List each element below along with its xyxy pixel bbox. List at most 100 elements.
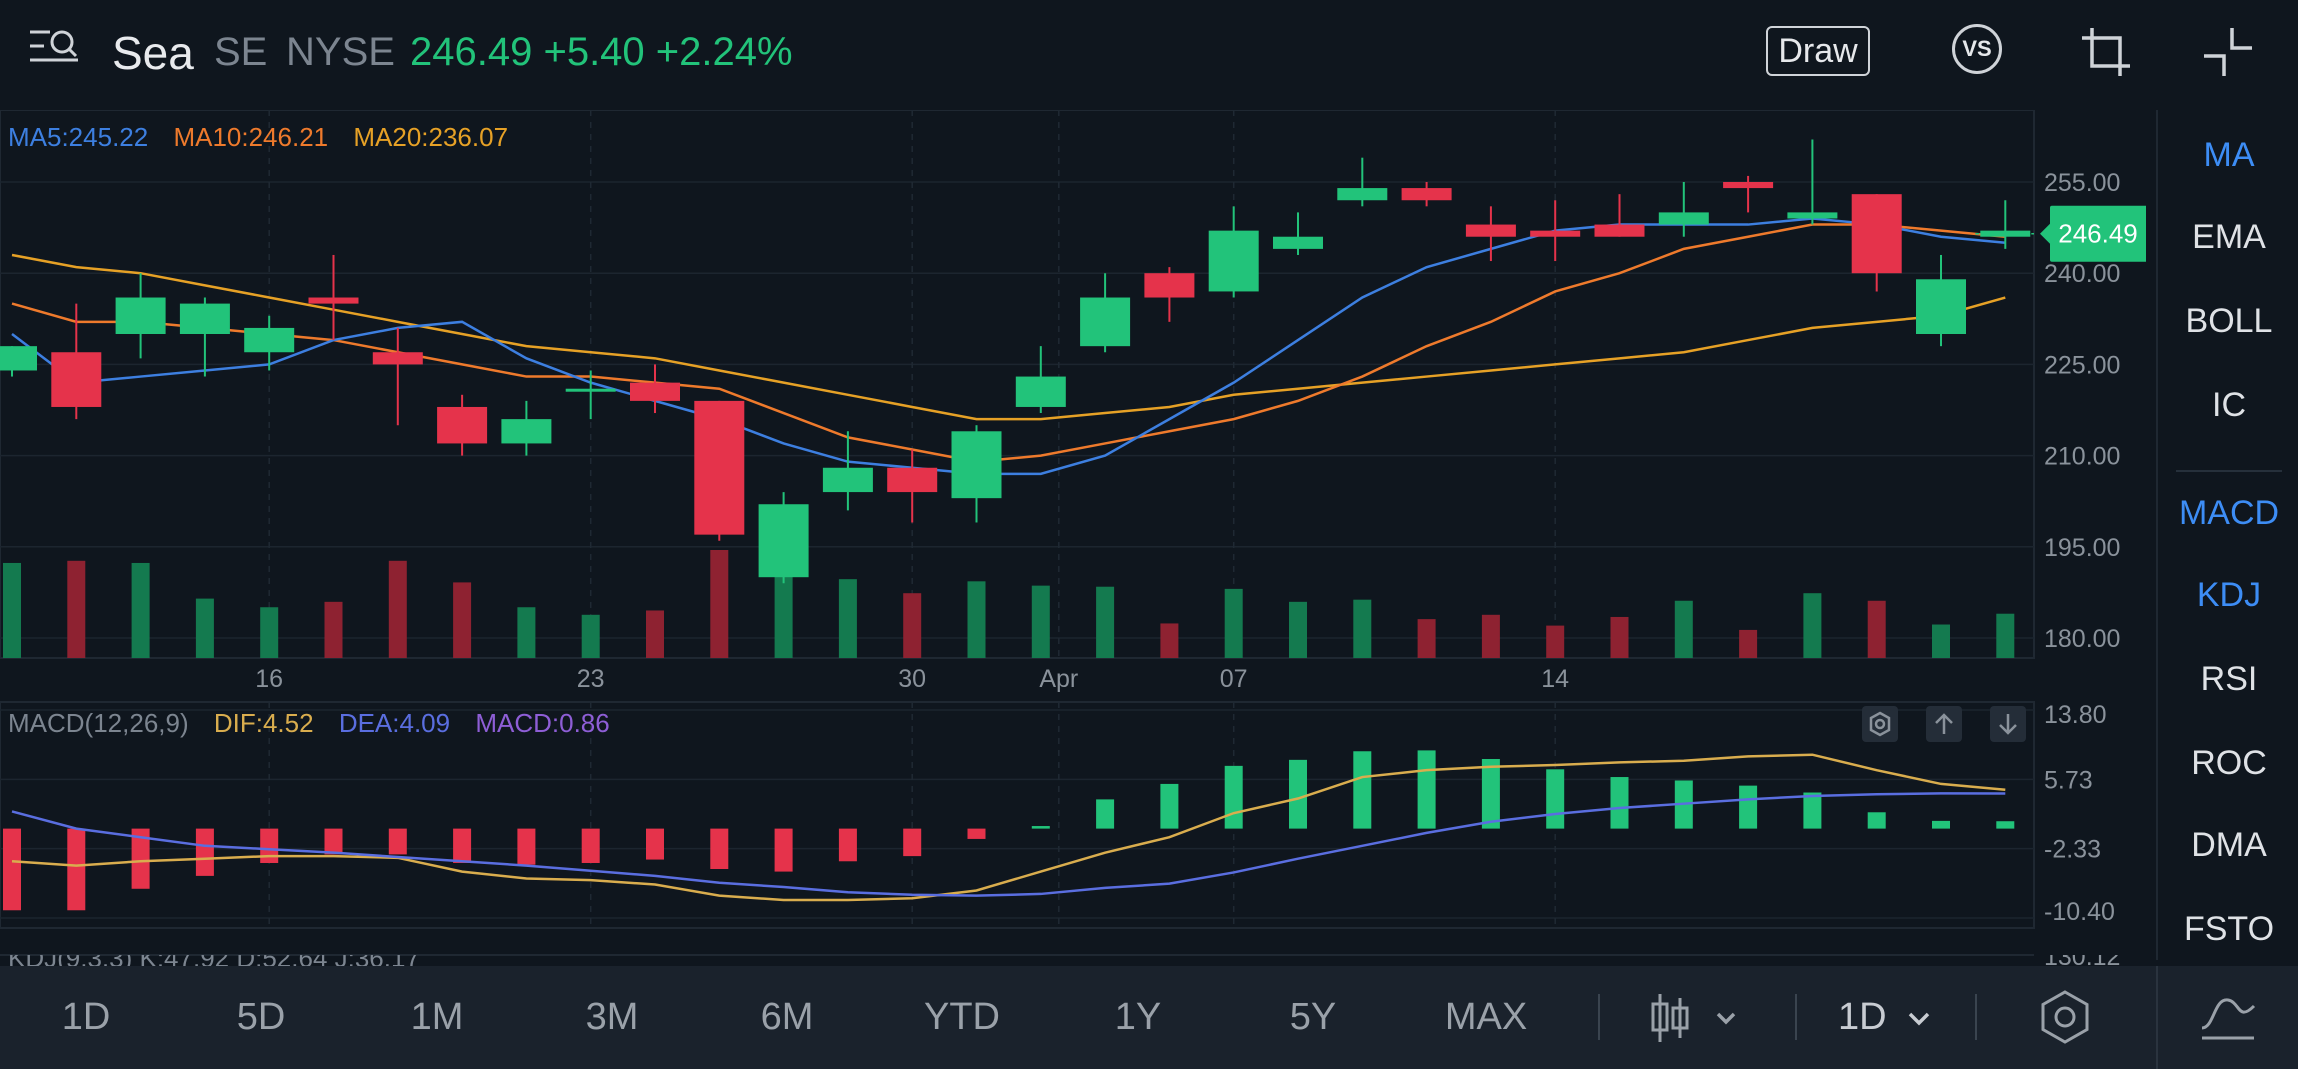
candlestick-icon xyxy=(1651,994,1736,1042)
volume-bar xyxy=(388,560,407,658)
macd-move-up-button[interactable] xyxy=(1926,706,1962,742)
period-1m[interactable]: 1M xyxy=(410,996,464,1038)
indicator-fsto[interactable]: FSTO xyxy=(2183,910,2275,948)
date-tick-label: 16 xyxy=(255,665,283,693)
kdj-panel-strip: KDJ(9,3,3) K:47.92 D:52.64 J:36.17 xyxy=(0,955,2030,966)
candle-body xyxy=(437,406,488,444)
candle-body xyxy=(115,297,166,334)
period-6m[interactable]: 6M xyxy=(760,996,814,1038)
interval-selector[interactable]: 1D xyxy=(1836,988,1946,1048)
price-change: 246.49 +5.40 +2.24% xyxy=(410,30,793,74)
stock-chart[interactable]: 180.00 195.00 210.00 225.00 240.00 255.00 13.8… xyxy=(0,110,2156,966)
indicator-boll[interactable]: BOLL xyxy=(2185,302,2273,340)
draw-button[interactable]: Draw xyxy=(1766,26,1870,76)
date-tick-label: Apr xyxy=(1039,665,1078,693)
macd-histogram-bar xyxy=(1803,792,1822,829)
stock-search-menu-icon[interactable] xyxy=(28,26,82,72)
chart-type-selector[interactable] xyxy=(1648,988,1748,1048)
period-ytd[interactable]: YTD xyxy=(924,996,1000,1038)
date-tick-label: 07 xyxy=(1220,665,1248,693)
period-1y[interactable]: 1Y xyxy=(1114,996,1162,1038)
volume-bar xyxy=(1932,624,1950,658)
macd-move-down-button[interactable] xyxy=(1990,706,2026,742)
top-bar: Sea SE NYSE 246.49 +5.40 +2.24% Draw VS xyxy=(0,0,2298,110)
indicator-ic[interactable]: IC xyxy=(2212,386,2246,424)
chart-settings-icon[interactable] xyxy=(2036,988,2094,1046)
macd-histogram-bar xyxy=(195,828,214,876)
candle-body xyxy=(758,504,809,578)
ma20-line xyxy=(11,253,2006,421)
price-tick-label: 225.00 xyxy=(2044,351,2120,379)
date-axis: 16 23 30 Apr 07 14 xyxy=(255,665,1569,693)
macd-histogram-bar xyxy=(1289,759,1307,829)
stock-exchange: NYSE xyxy=(286,30,395,74)
indicator-kdj[interactable]: KDJ xyxy=(2196,576,2262,614)
volume-bar xyxy=(1867,600,1886,658)
period-1d[interactable]: 1D xyxy=(61,996,111,1038)
macd-histogram-bar xyxy=(324,828,343,855)
ma20-legend: MA20:236.07 xyxy=(353,122,509,152)
indicator-wave-icon xyxy=(2201,998,2256,1040)
macd-panel-frame xyxy=(0,701,2035,929)
volume-bar xyxy=(967,581,986,658)
volume-bar xyxy=(195,598,214,658)
candle-body xyxy=(308,297,359,304)
interval-divider xyxy=(1795,994,1797,1040)
ma5-line xyxy=(11,217,2006,476)
indicator-ma[interactable]: MA xyxy=(2203,136,2255,174)
indicator-toggle-button[interactable] xyxy=(2156,966,2298,1069)
macd-histogram-bar xyxy=(1031,826,1050,829)
candle-body xyxy=(1401,188,1452,201)
candle-body xyxy=(1787,212,1838,219)
candle-body xyxy=(501,419,552,444)
candle-body xyxy=(244,327,295,353)
candle-body xyxy=(630,382,680,401)
indicator-ema[interactable]: EMA xyxy=(2192,218,2266,256)
ma10-line xyxy=(11,223,2006,463)
moving-average-lines xyxy=(11,217,2006,476)
price-panel-frame xyxy=(0,110,2035,659)
period-3m[interactable]: 3M xyxy=(585,996,639,1038)
volume-bar xyxy=(517,607,536,658)
indicator-dma[interactable]: DMA xyxy=(2191,826,2267,864)
volume-bar xyxy=(1289,601,1307,658)
chart-grid xyxy=(0,110,2035,956)
volume-bar xyxy=(453,582,472,658)
volume-bar xyxy=(260,607,279,658)
candle-body xyxy=(179,303,230,334)
compare-vs-icon[interactable]: VS xyxy=(1952,24,2002,74)
crop-icon[interactable] xyxy=(2080,26,2132,78)
volume-bar xyxy=(3,562,21,658)
candle-body xyxy=(1144,273,1195,298)
period-max[interactable]: MAX xyxy=(1444,996,1528,1038)
dea-line xyxy=(11,792,2006,897)
candle-body xyxy=(1337,188,1388,201)
price-tick-label: 180.00 xyxy=(2044,625,2120,653)
kdj-legend: KDJ(9,3,3) K:47.92 D:52.64 J:36.17 xyxy=(8,955,420,966)
kdj-axis-strip: 130.12 xyxy=(2044,955,2154,966)
volume-bar xyxy=(1739,629,1758,658)
candle-body xyxy=(565,388,616,392)
macd-histogram-bar xyxy=(388,828,407,855)
macd-tick-label: 5.73 xyxy=(2044,766,2093,794)
volume-bar xyxy=(646,610,664,658)
volume-bar xyxy=(838,579,857,658)
volume-bar xyxy=(1031,585,1050,658)
exit-fullscreen-icon[interactable] xyxy=(2202,26,2254,78)
indicator-roc[interactable]: ROC xyxy=(2191,744,2267,782)
macd-settings-button[interactable] xyxy=(1862,706,1898,742)
macd-value-legend: MACD:0.86 xyxy=(475,708,610,738)
volume-bar xyxy=(1481,614,1500,658)
period-5y[interactable]: 5Y xyxy=(1289,996,1337,1038)
period-5d[interactable]: 5D xyxy=(236,996,286,1038)
volume-bar xyxy=(1610,616,1629,658)
date-tick-label: 23 xyxy=(577,665,605,693)
indicator-macd[interactable]: MACD xyxy=(2178,494,2280,532)
last-price-tag: 246.49 xyxy=(1975,205,2146,262)
macd-histogram-bar xyxy=(1481,758,1500,829)
volume-bar xyxy=(1096,586,1115,658)
candle-body xyxy=(1015,376,1066,407)
candle-body xyxy=(1851,194,1902,274)
price-tick-label: 240.00 xyxy=(2044,260,2120,288)
indicator-rsi[interactable]: RSI xyxy=(2200,660,2258,698)
